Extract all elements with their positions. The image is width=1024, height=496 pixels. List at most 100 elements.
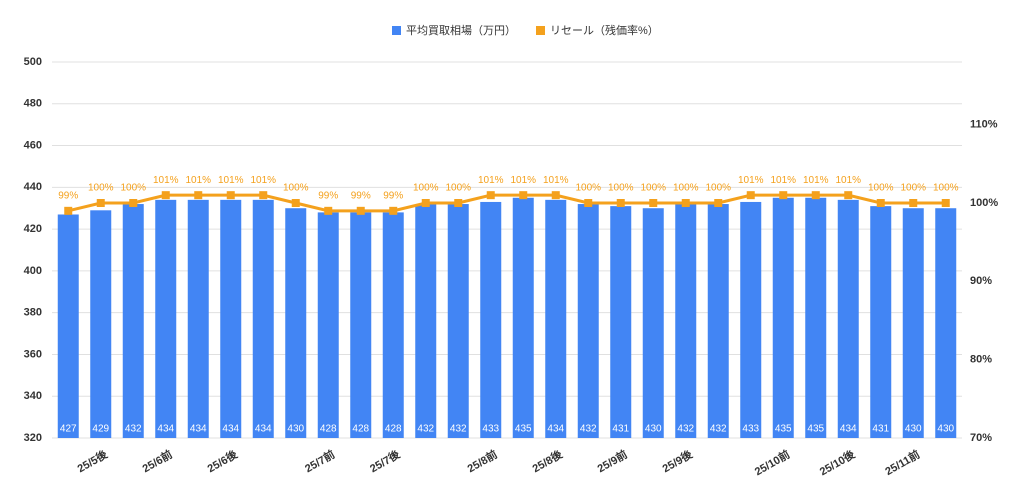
bar xyxy=(577,204,599,438)
bar xyxy=(480,201,502,438)
line-marker xyxy=(421,199,430,207)
bar xyxy=(935,208,957,438)
line-value-label: 101% xyxy=(510,175,536,186)
line-value-label: 100% xyxy=(673,183,699,194)
bar xyxy=(285,208,307,438)
x-tick-label: 25/6前 xyxy=(140,447,175,475)
bar xyxy=(610,206,632,438)
line-marker xyxy=(389,206,398,215)
bar-value-label: 431 xyxy=(612,424,629,435)
bar xyxy=(220,199,242,438)
line-value-label: 99% xyxy=(58,190,78,201)
bar xyxy=(57,214,79,438)
bar xyxy=(837,199,859,438)
line-marker xyxy=(876,199,885,207)
bar-value-label: 431 xyxy=(872,424,889,435)
bar-value-label: 430 xyxy=(905,424,922,435)
bar-value-label: 434 xyxy=(840,424,857,435)
line-marker xyxy=(96,199,105,207)
bar xyxy=(122,204,144,438)
line-marker xyxy=(616,199,625,207)
x-tick-label: 25/10後 xyxy=(817,446,858,478)
y-tick-label: 400 xyxy=(24,265,42,277)
bar xyxy=(252,199,274,438)
bar-value-label: 433 xyxy=(482,424,499,435)
bar-value-label: 432 xyxy=(417,424,434,435)
y-tick-label: 500 xyxy=(24,56,42,68)
bar xyxy=(740,201,762,438)
line-value-label: 101% xyxy=(738,175,764,186)
y2-tick-label: 80% xyxy=(970,354,992,366)
bar-value-label: 434 xyxy=(222,424,239,435)
y-tick-label: 320 xyxy=(24,432,42,444)
bar-value-label: 428 xyxy=(352,424,369,435)
line-value-label: 100% xyxy=(575,183,601,194)
bar xyxy=(772,197,794,438)
line xyxy=(67,193,946,213)
line-value-label: 100% xyxy=(868,183,894,194)
bar xyxy=(707,204,729,438)
bar-value-label: 435 xyxy=(775,424,792,435)
bar xyxy=(642,208,664,438)
bar-value-label: 434 xyxy=(547,424,564,435)
bar-value-label: 432 xyxy=(125,424,142,435)
legend-item: リセール（残価率%） xyxy=(536,23,659,37)
line-marker xyxy=(129,199,138,207)
line-value-label: 99% xyxy=(383,190,403,201)
bar-value-label: 434 xyxy=(190,424,207,435)
bar xyxy=(187,199,209,438)
x-tick-label: 25/7後 xyxy=(367,446,403,475)
x-tick-label: 25/8後 xyxy=(530,446,566,475)
legend-item: 平均買取相場（万円） xyxy=(392,24,516,37)
y-tick-label: 360 xyxy=(24,348,42,360)
line-value-label: 101% xyxy=(153,175,179,186)
bar-value-label: 432 xyxy=(580,424,597,435)
bar xyxy=(902,208,924,438)
line-value-label: 101% xyxy=(218,175,244,186)
bar-value-label: 427 xyxy=(60,424,77,435)
line-value-label: 100% xyxy=(608,183,634,194)
bar xyxy=(90,210,112,438)
line-marker xyxy=(649,199,658,207)
bar-value-label: 430 xyxy=(937,424,954,435)
line-marker xyxy=(714,199,723,207)
bar xyxy=(350,212,372,438)
bar-value-label: 428 xyxy=(320,424,337,435)
bar-value-label: 432 xyxy=(450,424,467,435)
bar xyxy=(415,204,437,438)
bar-value-label: 428 xyxy=(385,424,402,435)
y-tick-label: 380 xyxy=(24,307,42,319)
line-value-label: 100% xyxy=(640,183,666,194)
line-marker xyxy=(779,191,788,200)
line-marker xyxy=(551,191,560,200)
line-marker xyxy=(909,199,918,207)
line-marker xyxy=(194,191,203,200)
legend-swatch xyxy=(536,26,545,35)
line-marker xyxy=(291,199,300,207)
bar-value-label: 430 xyxy=(287,424,304,435)
line-value-label: 100% xyxy=(900,183,926,194)
bar xyxy=(545,199,567,438)
line-marker xyxy=(811,191,820,200)
line-value-label: 101% xyxy=(543,175,569,186)
line-value-label: 100% xyxy=(413,183,439,194)
x-tick-label: 25/7前 xyxy=(302,447,337,475)
line-value-label: 101% xyxy=(803,175,829,186)
bar xyxy=(805,197,827,438)
line-marker xyxy=(681,199,690,207)
x-tick-label: 25/9前 xyxy=(595,447,630,475)
line-value-label: 101% xyxy=(250,175,276,186)
x-tick-label: 25/5後 xyxy=(75,446,111,475)
bar-value-label: 432 xyxy=(677,424,694,435)
bar-value-label: 432 xyxy=(710,424,727,435)
y-tick-label: 420 xyxy=(24,223,42,235)
line-marker xyxy=(486,191,495,200)
x-tick-label: 25/9後 xyxy=(660,446,696,475)
y-tick-label: 340 xyxy=(24,390,42,402)
bar xyxy=(155,199,177,438)
y2-tick-label: 110% xyxy=(970,119,998,131)
y-tick-label: 440 xyxy=(24,181,42,193)
bar xyxy=(512,197,534,438)
bar xyxy=(675,204,697,438)
